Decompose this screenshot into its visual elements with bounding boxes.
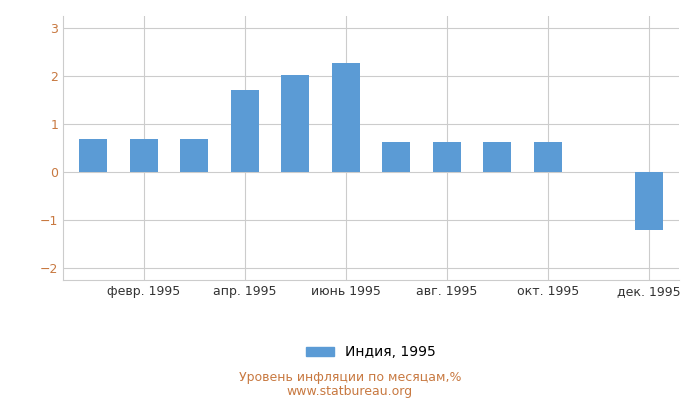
Bar: [130, 139, 158, 172]
Bar: [635, 172, 663, 230]
Text: www.statbureau.org: www.statbureau.org: [287, 385, 413, 398]
Text: Уровень инфляции по месяцам,%: Уровень инфляции по месяцам,%: [239, 372, 461, 384]
Bar: [231, 90, 259, 172]
Bar: [79, 139, 107, 172]
Bar: [281, 74, 309, 172]
Bar: [181, 139, 208, 172]
Legend: Индия, 1995: Индия, 1995: [300, 340, 442, 365]
Bar: [483, 142, 511, 172]
Bar: [534, 142, 561, 172]
Bar: [332, 62, 360, 172]
Bar: [382, 142, 410, 172]
Bar: [433, 142, 461, 172]
